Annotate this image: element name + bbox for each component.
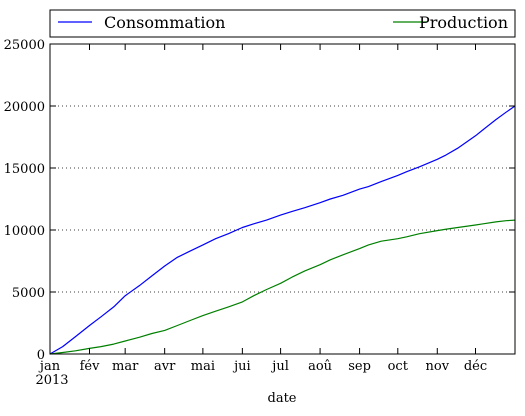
- x-tick-label-4: mai: [191, 359, 215, 374]
- x-tick-label-3: avr: [154, 359, 176, 374]
- x-tick-label-2: mar: [112, 359, 139, 374]
- y-tick-label-2: 10000: [4, 224, 45, 239]
- y-axis-ticks: 0 5000 10000 15000 20000 25000: [4, 38, 515, 363]
- y-tick-label-5: 25000: [4, 38, 45, 53]
- series-lines: [49, 105, 516, 355]
- legend-frame: [49, 9, 516, 38]
- x-tick-label-10: nov: [426, 359, 450, 374]
- gridlines: [50, 105, 515, 293]
- x-tick-sublabel-0: 2013: [35, 373, 68, 388]
- y-tick-label-1: 5000: [12, 286, 45, 301]
- x-tick-label-11: déc: [464, 359, 487, 374]
- series-line-consommation: [49, 105, 516, 355]
- legend: Consommation Production: [49, 9, 516, 38]
- plot-frame: [49, 43, 516, 355]
- x-axis-label: date: [268, 391, 297, 406]
- x-tick-label-5: jui: [232, 359, 251, 374]
- x-tick-label-6: jul: [270, 359, 289, 374]
- legend-label-production: Production: [419, 13, 508, 32]
- legend-label-consommation: Consommation: [104, 13, 225, 32]
- x-tick-label-7: aoû: [308, 359, 332, 374]
- series-line-production: [49, 219, 516, 355]
- y-tick-label-0: 0: [37, 348, 45, 363]
- y-tick-label-3: 15000: [4, 162, 45, 177]
- x-tick-label-8: sep: [348, 359, 371, 374]
- x-tick-label-9: oct: [388, 359, 409, 374]
- x-tick-label-1: fév: [80, 359, 101, 374]
- y-tick-label-4: 20000: [4, 100, 45, 115]
- x-tick-label-0: jan: [38, 359, 61, 374]
